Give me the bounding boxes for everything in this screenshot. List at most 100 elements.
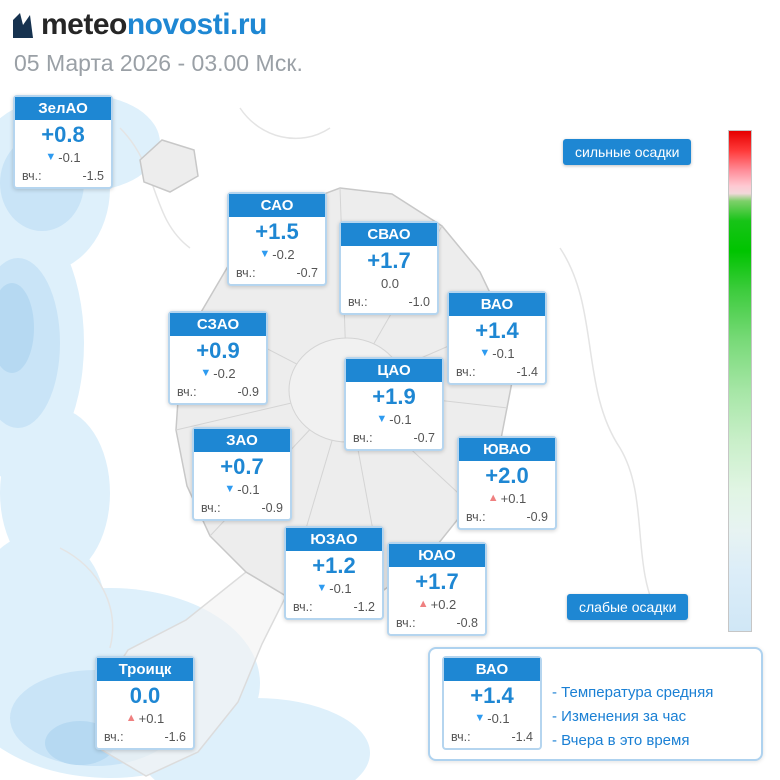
yesterday-value: -1.6 [164,729,186,744]
logo-text-novosti: novosti.ru [126,8,268,41]
trend-up-icon: ▲ [487,492,499,504]
yesterday-label: вч.: [177,384,197,399]
district-card-yuvao: ЮВАО +2.0 ▲ +0.1 вч.: -0.9 [457,436,557,530]
yesterday-value: -0.8 [456,615,478,630]
strong-precipitation-label: сильные осадки [563,139,692,165]
trend-down-icon: ▼ [376,413,388,425]
yesterday-value: -1.4 [511,729,533,744]
yesterday-row: вч.: -0.9 [170,383,266,403]
trend-row: ▲ +0.1 [97,710,193,728]
district-temp: +0.8 [41,122,85,147]
district-name: ЗелАО [15,97,111,120]
trend-row: ▼ -0.1 [449,345,545,363]
trend-row: ▼ -0.2 [229,246,325,264]
yesterday-value: -0.9 [261,500,283,515]
district-card-yuao: ЮАО +1.7 ▲ +0.2 вч.: -0.8 [387,542,487,636]
trend-up-icon: ▲ [125,712,137,724]
legend-line-change: - Изменения за час [552,708,687,725]
trend-row: ▼ -0.1 [286,580,382,598]
district-card-sao: САО +1.5 ▼ -0.2 вч.: -0.7 [227,192,327,286]
legend-line-yesterday: - Вчера в это время [552,732,690,749]
trend-down-icon: ▼ [259,248,271,260]
trend-value: -0.1 [329,581,352,596]
district-name: ЮЗАО [286,528,382,551]
district-temp: +0.9 [196,338,240,363]
trend-value: +0.1 [138,711,165,726]
district-name: ВАО [449,293,545,316]
trend-down-icon: ▼ [45,151,57,163]
yesterday-row: вч.: -1.4 [449,363,545,383]
yesterday-row: вч.: -1.0 [341,293,437,313]
yesterday-label: вч.: [396,615,416,630]
yesterday-label: вч.: [348,294,368,309]
yesterday-label: вч.: [451,729,471,744]
trend-down-icon: ▼ [479,347,491,359]
district-name: СВАО [341,223,437,246]
yesterday-row: вч.: -0.8 [389,614,485,634]
site-logo[interactable]: meteonovosti.ru [10,8,267,42]
precipitation-colorbar [728,130,752,632]
district-card-cao: ЦАО +1.9 ▼ -0.1 вч.: -0.7 [344,357,444,451]
trend-value: +0.2 [430,597,457,612]
yesterday-label: вч.: [22,168,42,183]
trend-row: ▼ -0.1 [15,149,111,167]
trend-down-icon: ▼ [200,367,212,379]
trend-row: ▼ -0.1 [444,710,540,728]
logo-icon [13,13,33,38]
district-card-szao: СЗАО +0.9 ▼ -0.2 вч.: -0.9 [168,311,268,405]
district-card-yuzao: ЮЗАО +1.2 ▼ -0.1 вч.: -1.2 [284,526,384,620]
trend-row: 0.0 [341,275,437,293]
yesterday-value: -1.4 [516,364,538,379]
yesterday-value: -1.0 [408,294,430,309]
trend-row: ▼ -0.2 [170,365,266,383]
weak-precipitation-label: слабые осадки [567,594,689,620]
district-temp: +1.5 [255,219,299,244]
yesterday-value: -0.7 [413,430,435,445]
district-card-zao: ЗАО +0.7 ▼ -0.1 вч.: -0.9 [192,427,292,521]
district-name: ЮВАО [459,438,555,461]
yesterday-row: вч.: -0.9 [459,508,555,528]
yesterday-value: -1.2 [353,599,375,614]
district-card-vao: ВАО +1.4 ▼ -0.1 вч.: -1.4 [447,291,547,385]
yesterday-value: -1.5 [82,168,104,183]
zelenograd-outline [139,139,199,193]
district-temp: +1.4 [475,318,519,343]
district-name: ЗАО [194,429,290,452]
trend-value: -0.1 [492,346,515,361]
trend-value: 0.0 [380,276,400,291]
date-time-label: 05 Марта 2026 - 03.00 Мск. [14,50,303,76]
trend-row: ▲ +0.1 [459,490,555,508]
trend-value: -0.2 [272,247,295,262]
yesterday-row: вч.: -0.9 [194,499,290,519]
yesterday-value: -0.9 [237,384,259,399]
yesterday-value: -0.9 [526,509,548,524]
yesterday-row: вч.: -0.7 [229,264,325,284]
yesterday-label: вч.: [466,509,486,524]
district-card-troitsk: Троицк 0.0 ▲ +0.1 вч.: -1.6 [95,656,195,750]
district-name: ЦАО [346,359,442,382]
trend-down-icon: ▼ [474,712,486,724]
district-temp: +2.0 [485,463,529,488]
yesterday-label: вч.: [456,364,476,379]
yesterday-row: вч.: -1.5 [15,167,111,187]
trend-row: ▼ -0.1 [346,411,442,429]
legend-line-temp: - Температура средняя [552,684,714,701]
logo-text-meteo: meteo [41,8,127,41]
district-temp: 0.0 [129,683,161,708]
legend-sample-card: ВАО +1.4 ▼ -0.1 вч.: -1.4 [442,656,542,750]
yesterday-label: вч.: [201,500,221,515]
district-temp: +1.9 [372,384,416,409]
legend-explainer-lines: - Температура средняя - Изменения за час… [552,681,713,753]
yesterday-row: вч.: -1.6 [97,728,193,748]
yesterday-label: вч.: [353,430,373,445]
trend-row: ▼ -0.1 [194,481,290,499]
trend-value: +0.1 [500,491,527,506]
trend-value: -0.2 [213,366,236,381]
district-temp: +1.4 [470,683,514,708]
district-name: Троицк [97,658,193,681]
district-name: ЮАО [389,544,485,567]
yesterday-row: вч.: -1.2 [286,598,382,618]
trend-up-icon: ▲ [417,598,429,610]
trend-value: -0.1 [58,150,81,165]
